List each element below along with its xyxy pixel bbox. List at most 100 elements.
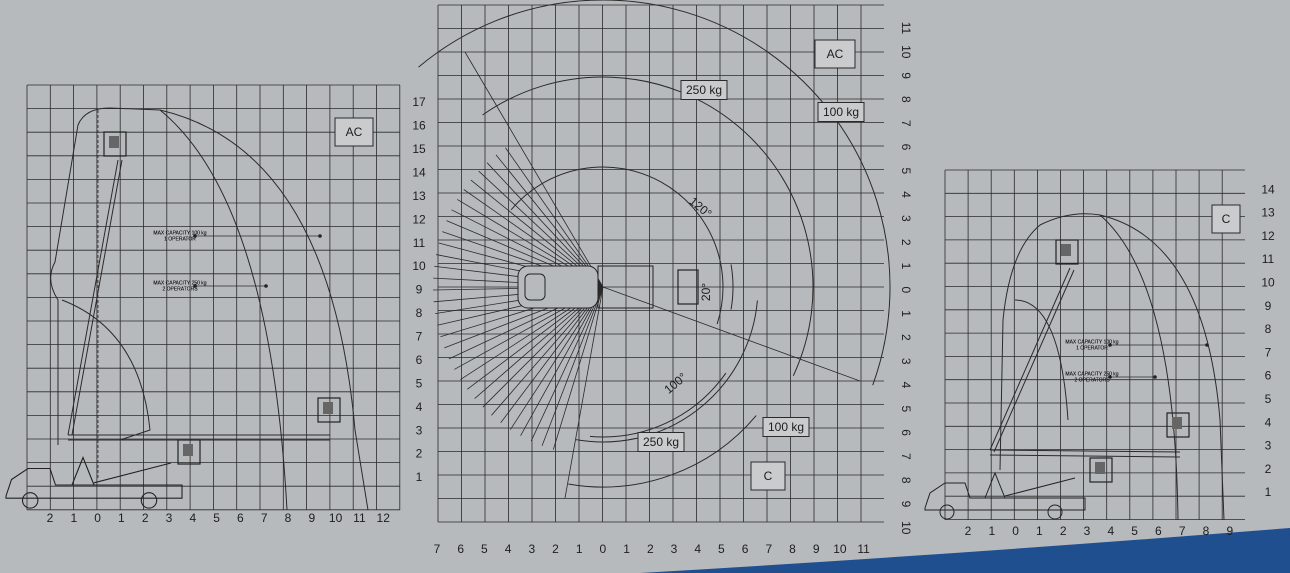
wheel (939, 504, 955, 520)
label-box (817, 102, 865, 122)
x-label: 8 (285, 511, 292, 525)
y-label: 10 (412, 259, 426, 273)
label-box (1211, 204, 1241, 234)
box-label: AC (346, 125, 363, 139)
rotation-line (541, 286, 604, 446)
working-envelope (1099, 214, 1179, 521)
label-box (750, 461, 786, 491)
x-label: 9 (308, 511, 315, 525)
y-label: 6 (1265, 369, 1272, 383)
box-label: C (1222, 212, 1231, 226)
boom (989, 267, 1075, 453)
y-label: 11 (413, 236, 426, 250)
vehicle-body (924, 482, 1086, 511)
y-label: 2 (416, 447, 423, 461)
wheel (21, 492, 39, 509)
x-label: 7 (434, 542, 441, 556)
y-label: 11 (899, 22, 913, 35)
y-label: 15 (412, 142, 426, 156)
vehicle-body (5, 467, 183, 499)
x-label: 4 (505, 542, 512, 556)
box-label: 250 kg (643, 435, 679, 449)
y-label: 3 (899, 215, 913, 222)
envelope-edge (464, 51, 604, 288)
label-box (680, 80, 728, 100)
box-label: C (764, 469, 773, 483)
x-label: 6 (237, 511, 244, 525)
annotation: MAX CAPACITY 250 kg (1065, 371, 1118, 377)
rotation-line (495, 154, 604, 288)
x-label: 1 (70, 511, 77, 525)
y-label: 11 (1262, 252, 1275, 266)
basket-inner (183, 444, 193, 456)
x-label: 9 (813, 542, 820, 556)
annotation: 1 OPERATOR (164, 236, 196, 242)
angle-arc (730, 264, 734, 310)
leader-dot (1153, 375, 1157, 379)
rotation-line (505, 147, 604, 288)
annotation: 2 OPERATORS (162, 286, 198, 292)
x-label: 4 (1107, 524, 1114, 538)
annotation: MAX CAPACITY 100 kg (153, 230, 206, 236)
rotation-line (552, 286, 604, 450)
box-label: 100 kg (823, 105, 859, 119)
rotation-line (510, 286, 604, 430)
x-label: 7 (1179, 524, 1186, 538)
leader-dot (193, 234, 197, 238)
y-label: 10 (899, 45, 913, 59)
y-label: 9 (899, 501, 913, 508)
working-envelope (159, 109, 288, 511)
annotation: MAX CAPACITY 100 kg (1065, 339, 1118, 345)
basket (177, 439, 201, 465)
y-label: 5 (416, 376, 423, 390)
annotation: 2 OPERATORS (162, 286, 198, 292)
basket-inner (323, 402, 333, 414)
x-label: 7 (765, 542, 772, 556)
y-label: 12 (1261, 229, 1275, 243)
angle-label: 100° (661, 370, 689, 397)
rotation-line (530, 286, 604, 442)
leader-dot (1108, 375, 1112, 379)
angle-arc (575, 300, 758, 443)
y-label: 2 (899, 239, 913, 246)
box-label: AC (827, 47, 844, 61)
leader-dot (318, 234, 322, 238)
box-label: 100 kg (768, 420, 804, 434)
x-label: 8 (789, 542, 796, 556)
y-label: 4 (899, 191, 913, 198)
x-label: 1 (988, 524, 995, 538)
y-label: 14 (412, 165, 426, 179)
x-label: 10 (329, 511, 343, 525)
y-label: 12 (412, 212, 426, 226)
leader-dot (264, 284, 268, 288)
basket (1055, 239, 1079, 265)
label-box (814, 39, 856, 69)
annotation: MAX CAPACITY 250 kg (153, 280, 206, 286)
x-label: 1 (576, 542, 583, 556)
y-label: 1 (899, 263, 913, 270)
leader-dot (1108, 343, 1112, 347)
x-label: 12 (377, 511, 391, 525)
x-label: 0 (94, 511, 101, 525)
working-envelope (999, 213, 1225, 521)
x-label: 3 (671, 542, 678, 556)
y-label: 9 (1265, 299, 1272, 313)
x-label: 6 (457, 542, 464, 556)
working-envelope (568, 415, 757, 488)
y-label: 8 (899, 477, 913, 484)
x-label: 0 (600, 542, 607, 556)
basket-inner (1095, 462, 1105, 474)
rotation-line (500, 286, 604, 424)
y-label: 8 (416, 306, 423, 320)
y-label: 6 (416, 353, 423, 367)
y-label: 8 (1265, 322, 1272, 336)
x-label: 8 (1203, 524, 1210, 538)
basket-inner (1172, 417, 1182, 429)
x-label: 1 (118, 511, 125, 525)
x-label: 2 (47, 511, 54, 525)
working-envelope (482, 76, 814, 376)
x-label: 5 (1131, 524, 1138, 538)
y-label: 0 (899, 286, 913, 293)
y-label: 8 (899, 96, 913, 103)
vehicle (924, 471, 1086, 520)
